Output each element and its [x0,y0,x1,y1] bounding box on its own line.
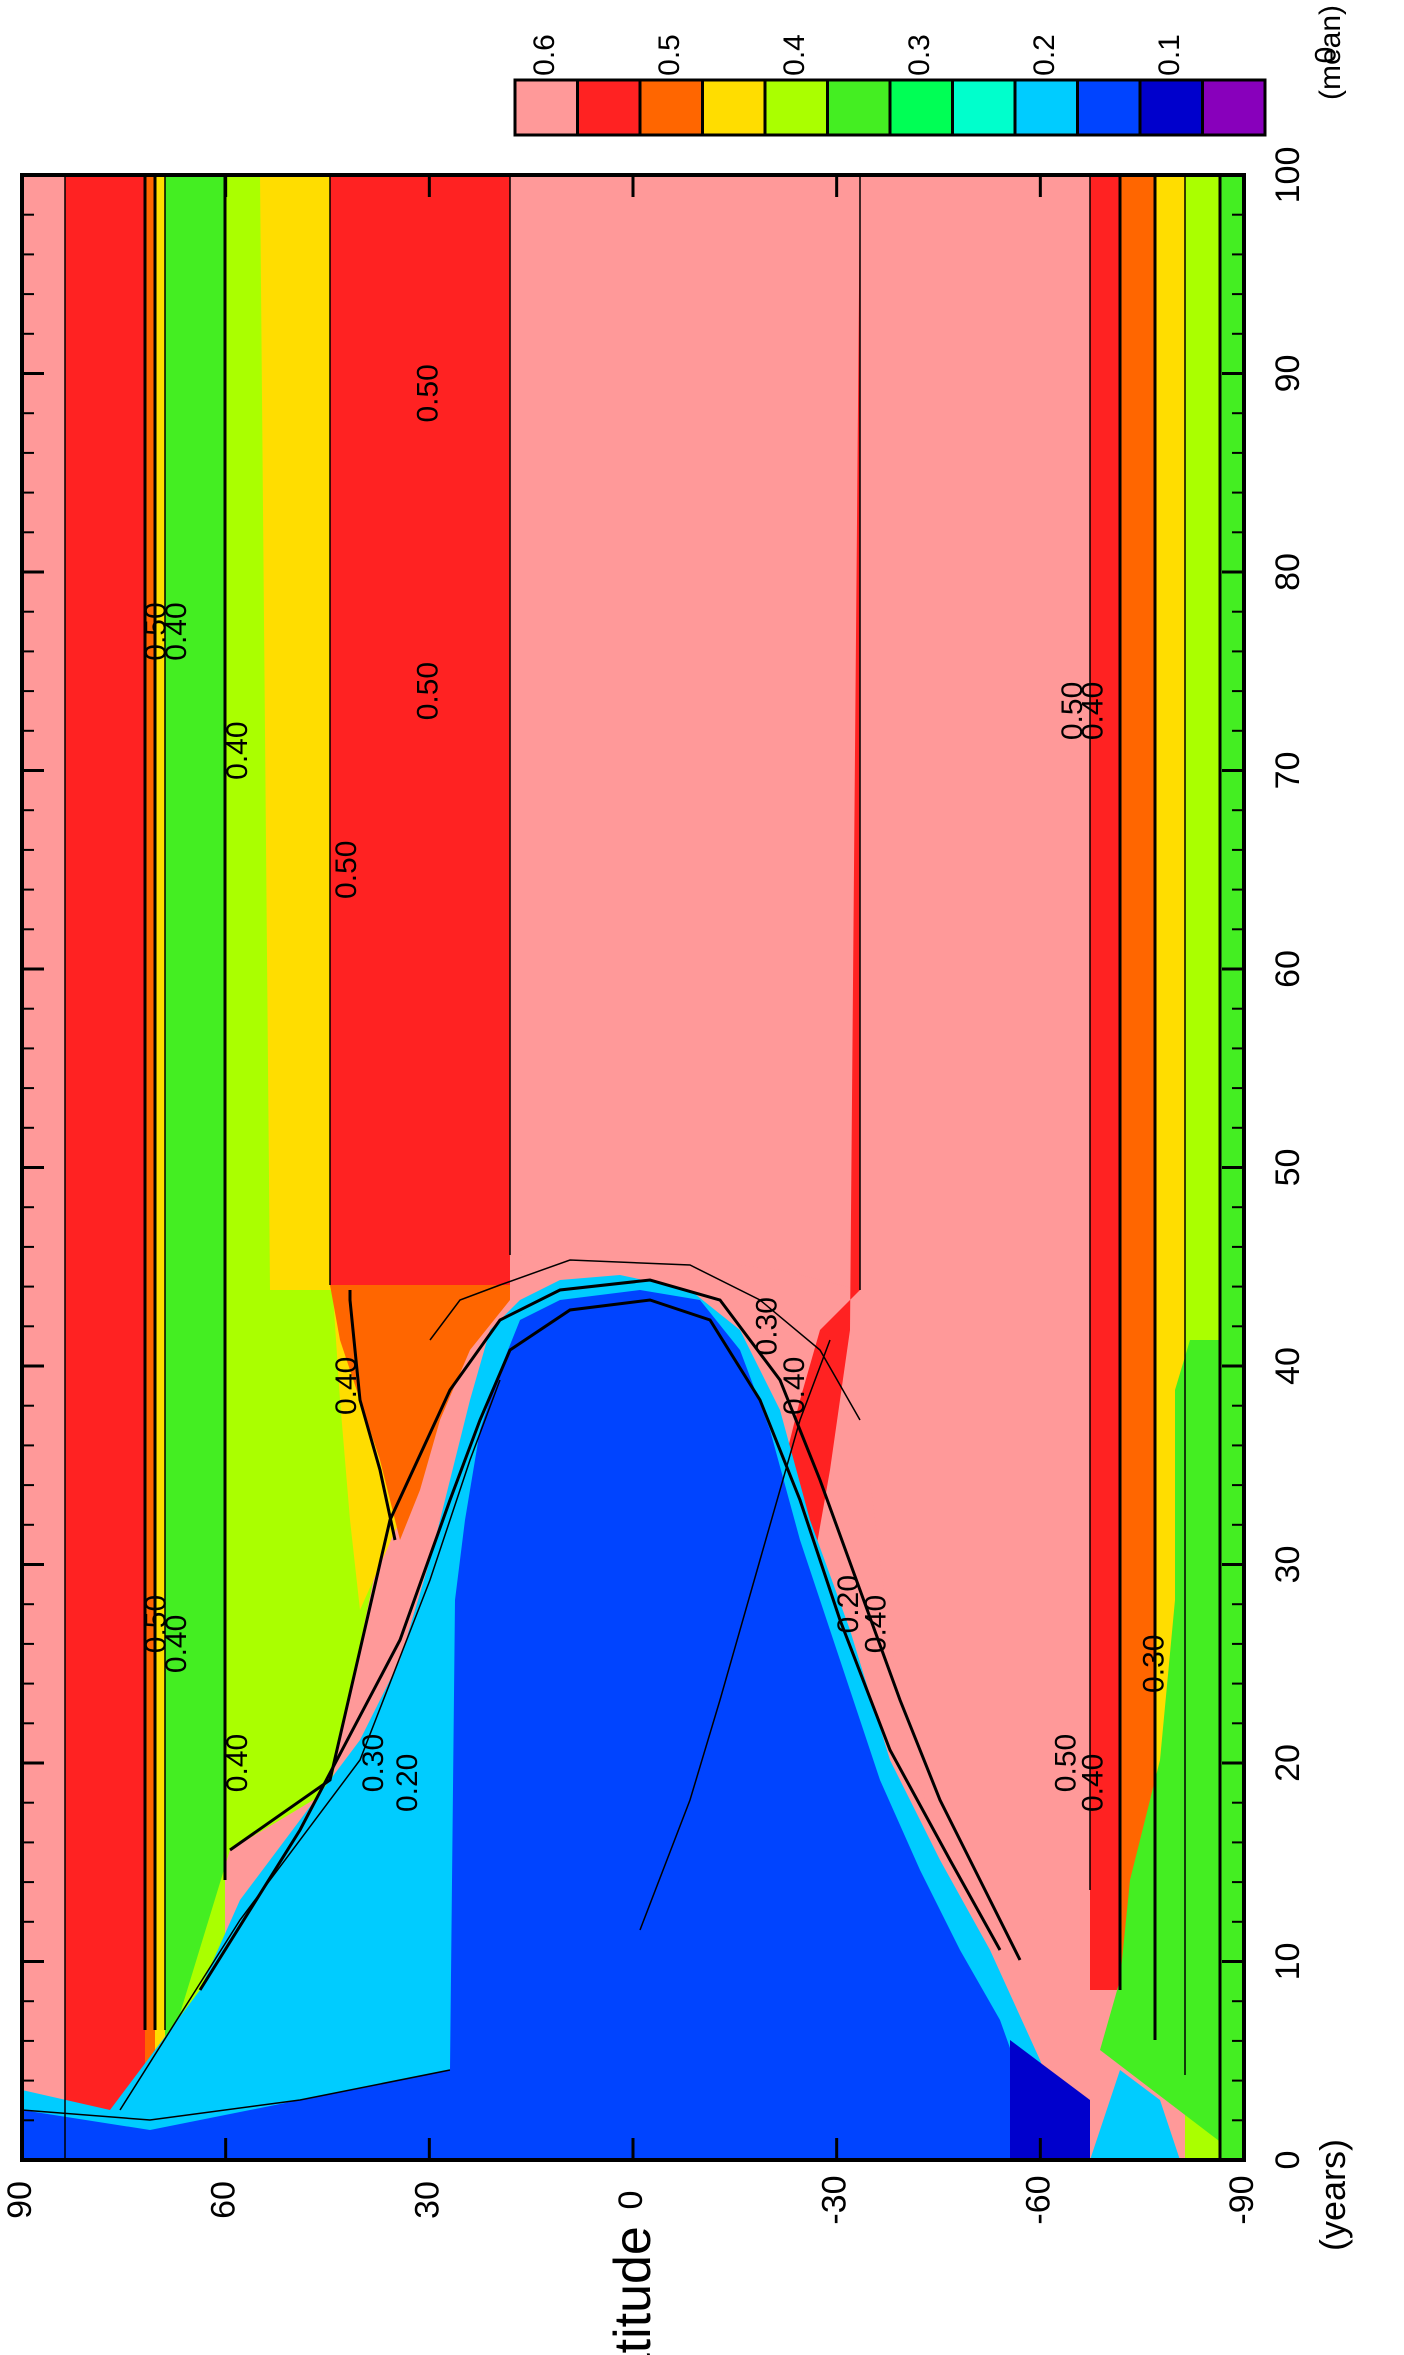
contour-label: 0.50 [411,662,444,720]
x-tick-label: 70 [1269,752,1307,790]
colorbar-label: 0.1 [1153,34,1186,76]
contour-label: 0.40 [1077,1754,1110,1812]
x-tick-label: 90 [1269,355,1307,393]
colorbar-swatch [701,78,767,137]
contour-label: 0.50 [330,841,363,899]
x-tick-label: 80 [1269,553,1307,591]
x-axis-years: 0 10 20 30 40 50 60 70 80 90 100 [22,147,1307,2170]
contour-label: 0.40 [160,1615,193,1673]
colorbar-label: 0.2 [1028,34,1061,76]
fill-south-red-band [1090,175,1120,1990]
x-tick-label: 20 [1269,1744,1307,1782]
contour-label: 0.50 [1049,1734,1082,1792]
colorbar-label: 0.5 [653,34,686,76]
contour-lines [22,175,1222,2160]
fill-north-yellow [225,175,400,1610]
contour-label: 0.40 [221,1734,254,1792]
fill-south-pink-big [860,175,1090,1960]
fill-north-high-red [65,175,145,2160]
colorbar-swatch [638,78,704,137]
y-tick-label: -60 [1019,2175,1057,2224]
colorbar-swatch [1076,78,1142,137]
x-tick-label: 50 [1269,1149,1307,1187]
contour-label: 0.50 [140,1595,173,1653]
x-tick-label: 0 [1269,2151,1307,2170]
contour-label: 0.30 [1138,1635,1171,1693]
contour-label: 0.20 [832,1575,865,1633]
y-tick-label: 0 [612,2191,650,2210]
x-tick-label: 30 [1269,1546,1307,1584]
colorbar-label: 0.4 [778,34,811,76]
y-tick-label: 60 [205,2181,243,2219]
x-axis-label: (years) [1312,2139,1353,2251]
contour-label: 0.40 [160,602,193,660]
contour-label: 0.40 [859,1595,892,1653]
colorbar-label: 0.6 [528,34,561,76]
colorbar-swatch [513,78,579,137]
x-tick-label: 100 [1269,147,1307,204]
colorbar-label: 0.3 [903,34,936,76]
colorbar-swatch [763,78,829,137]
contour-label: 0.30 [357,1734,390,1792]
y-tick-label: 30 [408,2181,446,2219]
colorbar-label: 0 [1309,47,1342,64]
y-axis-latitude: -90 -60 -30 0 30 60 90 [1,175,1261,2225]
fill-blue-dome [22,1290,1050,2160]
fill-north-green [165,175,225,2160]
colorbar-swatch [826,78,892,137]
fill-south-orange-band [1120,175,1155,2020]
fill-mid-orange [330,1285,510,1540]
contour-label-layer: 0.500.400.400.500.500.500.500.400.400.40… [140,364,1171,1812]
contour-label: 0.20 [391,1754,424,1812]
fill-darkblue-corner [1010,2040,1090,2160]
contour-label: 0.40 [221,721,254,779]
contour-label: 0.40 [1077,682,1110,740]
fill-mid-red [330,175,510,1285]
colorbar-swatch [576,78,642,137]
colorbar-swatch [1013,78,1079,137]
fill-north-orange [145,175,155,2160]
x-tick-label: 40 [1269,1347,1307,1385]
fill-south-green-late [1100,1340,1244,2160]
y-tick-label: -90 [1223,2175,1261,2224]
y-tick-label: 90 [1,2181,39,2219]
y-axis-label: latitude [604,2226,662,2355]
contour-label: 0.50 [411,364,444,422]
colorbar: 0.6 0.5 0.4 0.3 0.2 0.1 0 [513,34,1342,137]
contour-label: 0.50 [1056,682,1089,740]
y-tick-label: -30 [816,2175,854,2224]
contour-fills [22,175,1244,2160]
fill-north-yellow-line [155,175,165,2160]
colorbar-swatch [951,78,1017,137]
contour-label: 0.50 [140,602,173,660]
chart-title: (mean) l [1314,0,1347,100]
colorbar-swatch [1138,78,1204,137]
x-tick-label: 10 [1269,1943,1307,1981]
fill-south-cyan-corner [1090,2070,1180,2160]
fill-equator-pink [510,175,860,1290]
contour-label: 0.40 [330,1357,363,1415]
colorbar-swatch [1201,78,1267,137]
contour-label: 0.40 [778,1357,811,1415]
colorbar-swatch [888,78,954,137]
x-tick-label: 60 [1269,950,1307,988]
contour-label: 0.30 [751,1297,784,1355]
